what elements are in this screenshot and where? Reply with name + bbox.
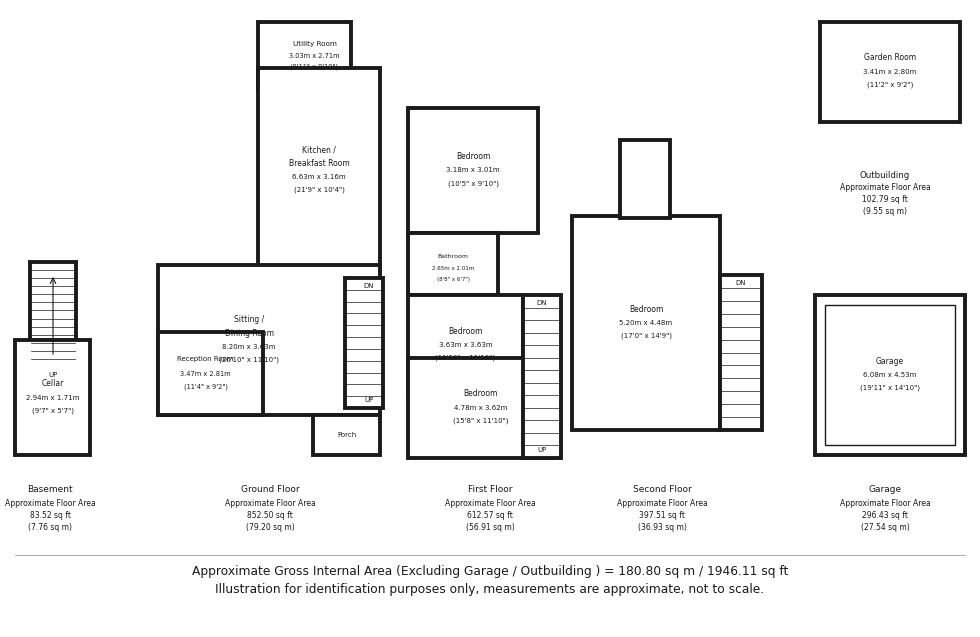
Bar bbox=[408, 295, 523, 395]
Text: Outbuilding: Outbuilding bbox=[859, 171, 910, 180]
Text: 852.50 sq ft: 852.50 sq ft bbox=[247, 512, 293, 520]
Text: UP: UP bbox=[537, 447, 547, 453]
Text: 6.63m x 3.16m: 6.63m x 3.16m bbox=[292, 174, 346, 180]
Text: Approximate Floor Area: Approximate Floor Area bbox=[840, 183, 930, 192]
Bar bbox=[30, 262, 76, 367]
Text: 4.78m x 3.62m: 4.78m x 3.62m bbox=[454, 405, 508, 411]
Text: (9.55 sq m): (9.55 sq m) bbox=[863, 208, 907, 217]
Bar bbox=[313, 415, 380, 455]
Text: Bathroom: Bathroom bbox=[437, 254, 468, 259]
Text: 8.20m x 3.63m: 8.20m x 3.63m bbox=[222, 344, 275, 350]
Text: (26'10" x 11'10"): (26'10" x 11'10") bbox=[219, 357, 279, 363]
Bar bbox=[258, 68, 380, 268]
Text: Porch: Porch bbox=[337, 432, 356, 438]
Text: Approximate Floor Area: Approximate Floor Area bbox=[445, 499, 535, 508]
Bar bbox=[815, 295, 965, 455]
Text: Bedroom: Bedroom bbox=[456, 152, 490, 161]
Text: (11'10" x 11'10"): (11'10" x 11'10") bbox=[435, 355, 496, 361]
Bar bbox=[158, 332, 263, 415]
Text: Sitting /: Sitting / bbox=[234, 315, 265, 324]
Text: 296.43 sq ft: 296.43 sq ft bbox=[862, 512, 908, 520]
Text: (17'0" x 14'9"): (17'0" x 14'9") bbox=[620, 333, 671, 340]
Text: UP: UP bbox=[365, 397, 373, 403]
Text: (9'11" x 8'10"): (9'11" x 8'10") bbox=[290, 64, 338, 70]
Text: Second Floor: Second Floor bbox=[633, 485, 691, 494]
Text: 612.57 sq ft: 612.57 sq ft bbox=[467, 512, 513, 520]
Text: Approximate Floor Area: Approximate Floor Area bbox=[616, 499, 708, 508]
Text: (79.20 sq m): (79.20 sq m) bbox=[246, 524, 294, 533]
Text: 3.63m x 3.63m: 3.63m x 3.63m bbox=[439, 342, 492, 348]
Text: Breakfast Room: Breakfast Room bbox=[289, 159, 350, 168]
Bar bbox=[523, 295, 561, 458]
Bar bbox=[825, 305, 955, 445]
Text: DN: DN bbox=[736, 280, 746, 286]
Text: Garden Room: Garden Room bbox=[864, 54, 916, 62]
Bar bbox=[258, 22, 351, 90]
Text: Dining Room: Dining Room bbox=[224, 329, 273, 338]
Text: (15'8" x 11'10"): (15'8" x 11'10") bbox=[453, 418, 509, 424]
Bar bbox=[15, 340, 90, 455]
Bar bbox=[572, 216, 720, 430]
Bar bbox=[408, 358, 553, 458]
Text: (56.91 sq m): (56.91 sq m) bbox=[466, 524, 514, 533]
Text: (11'2" x 9'2"): (11'2" x 9'2") bbox=[867, 82, 913, 89]
Bar bbox=[158, 265, 380, 415]
Text: (27.54 sq m): (27.54 sq m) bbox=[860, 524, 909, 533]
Text: Garage: Garage bbox=[868, 485, 902, 494]
Text: Approximate Floor Area: Approximate Floor Area bbox=[5, 499, 95, 508]
Text: (19'11" x 14'10"): (19'11" x 14'10") bbox=[860, 385, 920, 391]
Text: 3.41m x 2.80m: 3.41m x 2.80m bbox=[863, 69, 916, 75]
Bar bbox=[345, 278, 383, 408]
Text: (36.93 sq m): (36.93 sq m) bbox=[638, 524, 686, 533]
Text: 6.08m x 4.53m: 6.08m x 4.53m bbox=[863, 372, 916, 378]
Text: Cellar: Cellar bbox=[41, 379, 64, 388]
Bar bbox=[820, 22, 960, 122]
Text: (7.76 sq m): (7.76 sq m) bbox=[28, 524, 72, 533]
Text: Kitchen /: Kitchen / bbox=[302, 145, 336, 155]
Text: UP: UP bbox=[48, 372, 58, 378]
Bar bbox=[620, 140, 670, 218]
Text: DN: DN bbox=[537, 300, 547, 306]
Text: Illustration for identification purposes only, measurements are approximate, not: Illustration for identification purposes… bbox=[216, 582, 764, 596]
Text: (11'4" x 9'2"): (11'4" x 9'2") bbox=[183, 383, 227, 390]
Text: Approximate Floor Area: Approximate Floor Area bbox=[224, 499, 316, 508]
Text: Bedroom: Bedroom bbox=[629, 304, 663, 313]
Text: DN: DN bbox=[364, 283, 374, 289]
Text: (9'7" x 5'7"): (9'7" x 5'7") bbox=[31, 407, 74, 414]
Text: Utility Room: Utility Room bbox=[293, 41, 336, 47]
Text: Bedroom: Bedroom bbox=[464, 389, 498, 399]
Text: Ground Floor: Ground Floor bbox=[241, 485, 299, 494]
Text: 5.20m x 4.48m: 5.20m x 4.48m bbox=[619, 320, 672, 326]
Bar bbox=[408, 108, 538, 233]
Text: First Floor: First Floor bbox=[467, 485, 513, 494]
Text: Garage: Garage bbox=[876, 357, 905, 366]
Text: 83.52 sq ft: 83.52 sq ft bbox=[29, 512, 71, 520]
Text: Approximate Floor Area: Approximate Floor Area bbox=[840, 499, 930, 508]
Bar bbox=[720, 275, 762, 430]
Text: Basement: Basement bbox=[27, 485, 73, 494]
Text: Approximate Gross Internal Area (Excluding Garage / Outbuilding ) = 180.80 sq m : Approximate Gross Internal Area (Excludi… bbox=[192, 564, 788, 578]
Text: 2.94m x 1.71m: 2.94m x 1.71m bbox=[25, 394, 79, 401]
Text: Reception Room: Reception Room bbox=[177, 357, 234, 362]
Text: 3.03m x 2.71m: 3.03m x 2.71m bbox=[289, 53, 340, 59]
Text: Bedroom: Bedroom bbox=[448, 327, 483, 336]
Text: 102.79 sq ft: 102.79 sq ft bbox=[862, 196, 907, 204]
Text: (8'8" x 6'7"): (8'8" x 6'7") bbox=[436, 276, 469, 282]
Text: (10'5" x 9'10"): (10'5" x 9'10") bbox=[448, 180, 499, 187]
Text: (21'9" x 10'4"): (21'9" x 10'4") bbox=[294, 187, 344, 193]
Bar bbox=[408, 233, 498, 295]
Text: 3.47m x 2.81m: 3.47m x 2.81m bbox=[180, 371, 231, 376]
Text: 2.65m x 2.01m: 2.65m x 2.01m bbox=[432, 266, 474, 271]
Text: 397.51 sq ft: 397.51 sq ft bbox=[639, 512, 685, 520]
Text: 3.18m x 3.01m: 3.18m x 3.01m bbox=[446, 168, 500, 173]
